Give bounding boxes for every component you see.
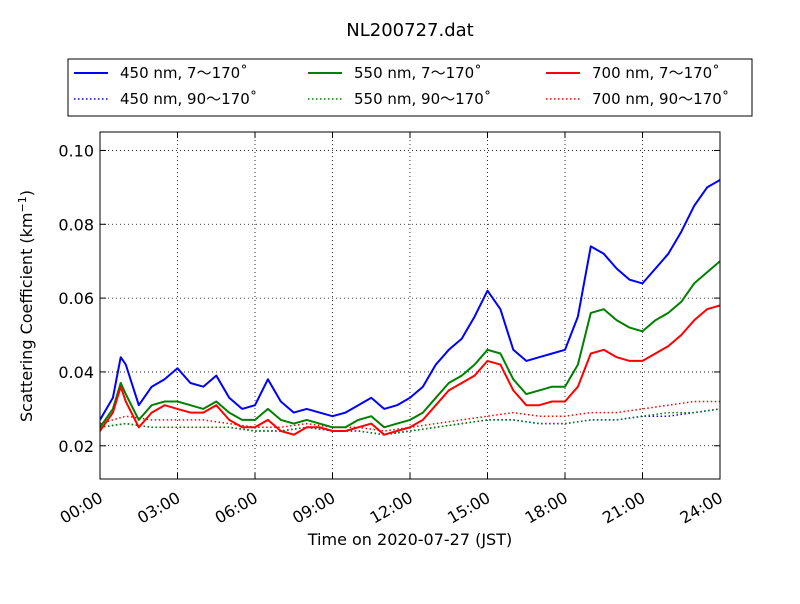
y-axis-label-tail: ) (17, 190, 36, 196)
legend: 450 nm, 7～170˚ 550 nm, 7～170˚ 700 nm, 7～17… (67, 58, 753, 117)
y-axis-label: Scattering Coefficient (km−1) (16, 190, 36, 422)
legend-label: 700 nm, 90～170˚ (592, 90, 729, 108)
y-tick-label: 0.02 (58, 437, 94, 456)
plot-area (100, 132, 720, 479)
axis-ticks (99, 132, 721, 479)
legend-label: 550 nm, 90～170˚ (354, 90, 491, 108)
grid-lines (100, 132, 720, 479)
legend-label: 550 nm, 7～170˚ (354, 64, 482, 82)
legend-label: 450 nm, 7～170˚ (120, 64, 248, 82)
series-line (100, 260, 720, 429)
y-axis-label-superscript: −1 (16, 196, 29, 212)
legend-frame (67, 58, 753, 117)
series-line (100, 179, 720, 421)
y-axis-label-main: Scattering Coefficient (km (17, 212, 36, 422)
legend-label: 700 nm, 7～170˚ (592, 64, 720, 82)
y-tick-label: 0.10 (58, 141, 94, 160)
series-line (100, 304, 720, 436)
y-tick-label: 0.06 (58, 289, 94, 308)
y-tick-label: 0.08 (58, 215, 94, 234)
legend-label: 450 nm, 90～170˚ (120, 90, 257, 108)
x-axis-label: Time on 2020-07-27 (JST) (307, 530, 512, 549)
chart-title: NL200727.dat (346, 20, 473, 41)
y-tick-label: 0.04 (58, 363, 94, 382)
series-layer (100, 179, 720, 436)
